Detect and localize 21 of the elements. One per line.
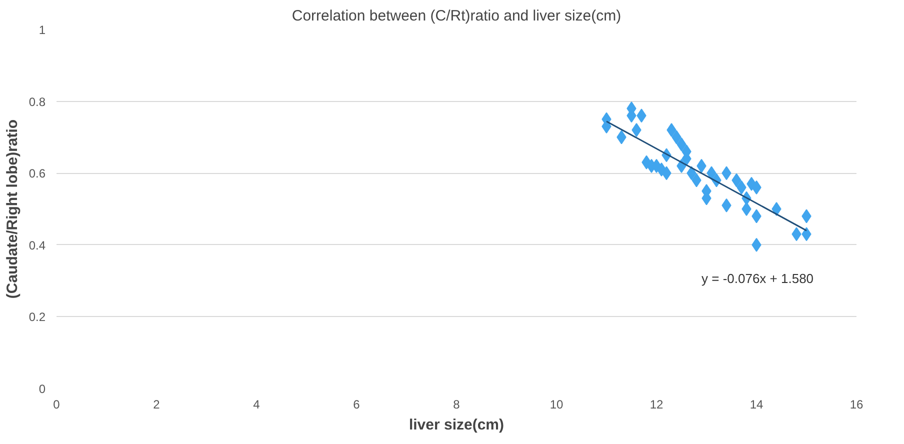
y-tick-label: 0.4: [28, 238, 46, 252]
annotation: y = -0.076x + 1.580: [702, 271, 814, 286]
y-axis-title: (Caudate/Right lobe)ratio: [4, 119, 21, 299]
point: [772, 202, 782, 216]
chart-title: Correlation between (C/Rt)ratio and liver size(cm): [292, 8, 622, 24]
y-tick-label: 0.8: [28, 94, 46, 109]
y-tick-label: 0: [38, 382, 46, 396]
x-tick-label: 6: [353, 398, 360, 412]
x-axis-title: liver size(cm): [408, 416, 504, 434]
x-tick-label: 16: [850, 398, 864, 412]
x-tick-label: 14: [750, 398, 764, 412]
x-tick-label: 2: [153, 398, 160, 412]
point: [742, 202, 752, 216]
x-tick-label: 10: [550, 398, 564, 412]
x-tick-label: 0: [53, 398, 60, 412]
y-tick-label: 0.6: [28, 166, 46, 181]
y-tick-label: 1: [38, 23, 46, 37]
x-tick-label: 12: [650, 398, 664, 412]
x-tick-label: 4: [253, 398, 260, 412]
y-tick-label: 0.2: [28, 310, 46, 324]
x-tick-label: 8: [453, 398, 460, 412]
